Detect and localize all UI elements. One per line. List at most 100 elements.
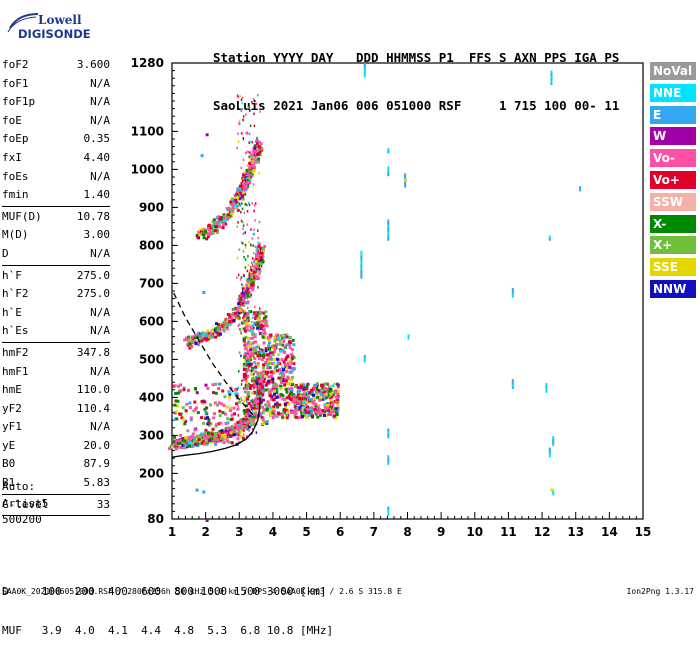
echo-point xyxy=(246,319,250,323)
echo-point xyxy=(255,381,259,385)
echo-point xyxy=(254,403,256,407)
echo-point xyxy=(318,398,322,402)
echo-point xyxy=(303,392,307,396)
echo-point xyxy=(240,331,242,335)
echo-point xyxy=(247,178,251,182)
echo-point xyxy=(256,275,260,279)
echo-point xyxy=(316,406,320,410)
echo-point xyxy=(262,341,266,345)
echo-point xyxy=(242,182,246,186)
echo-point xyxy=(189,416,193,420)
echo-point xyxy=(290,361,294,365)
echo-point xyxy=(184,338,188,342)
echo-point xyxy=(236,433,239,437)
echo-point xyxy=(262,353,266,357)
echo-point xyxy=(226,217,230,221)
param-name: foEp xyxy=(2,132,29,146)
echo-point xyxy=(550,82,553,85)
echo-point xyxy=(249,109,251,112)
echo-point xyxy=(230,320,234,324)
echo-point xyxy=(249,273,253,277)
echo-point xyxy=(248,412,252,416)
echo-point xyxy=(245,357,247,360)
echo-point xyxy=(246,415,248,419)
echo-point xyxy=(511,386,514,389)
echo-point xyxy=(222,216,226,220)
echo-point xyxy=(206,386,210,390)
echo-point xyxy=(245,423,249,427)
echo-point xyxy=(272,358,276,362)
echo-point xyxy=(203,228,207,232)
echo-point xyxy=(255,158,258,162)
echo-point xyxy=(216,328,220,332)
echo-point xyxy=(249,181,251,184)
echo-point xyxy=(290,386,294,390)
echo-point xyxy=(227,433,231,437)
echo-point xyxy=(251,348,255,352)
echo-point xyxy=(221,226,225,230)
echo-point xyxy=(234,204,238,208)
echo-point xyxy=(285,396,289,400)
echo-point xyxy=(215,322,219,326)
echo-point xyxy=(242,433,245,436)
echo-point xyxy=(306,382,310,386)
echo-point xyxy=(243,274,245,278)
echo-point xyxy=(258,329,260,332)
echo-point xyxy=(244,172,248,176)
echo-point xyxy=(257,267,261,271)
echo-point xyxy=(211,427,215,431)
echo-point xyxy=(179,433,183,437)
echo-point xyxy=(242,387,245,390)
echo-point xyxy=(230,441,234,445)
param-name: h`E xyxy=(2,305,22,319)
echo-point xyxy=(244,396,248,400)
echo-point xyxy=(282,360,286,364)
param-name: foE xyxy=(2,113,22,127)
echo-point xyxy=(212,439,216,443)
param-row-hf2: h`F2 275.0 xyxy=(2,285,110,304)
echo-point xyxy=(257,357,261,361)
echo-point xyxy=(243,304,245,307)
echo-point xyxy=(243,329,247,333)
echo-point xyxy=(247,185,250,188)
echo-point xyxy=(256,371,260,375)
echo-point xyxy=(256,159,260,163)
param-separator xyxy=(2,493,110,495)
x-tick-label: 9 xyxy=(437,525,445,539)
echo-point xyxy=(304,410,308,414)
echo-point xyxy=(237,422,241,426)
echo-point xyxy=(303,408,307,412)
param-row-yf1: yF1 N/A xyxy=(2,418,110,437)
echo-point xyxy=(213,229,217,233)
echo-point xyxy=(229,208,233,212)
param-value: 0.35 xyxy=(83,132,111,146)
echo-point xyxy=(242,420,244,423)
param-name: hmF2 xyxy=(2,345,29,359)
echo-point xyxy=(206,235,210,239)
echo-point xyxy=(299,382,303,386)
echo-point xyxy=(318,411,322,415)
echo-point xyxy=(387,219,390,223)
echo-point xyxy=(254,382,256,386)
echo-point xyxy=(308,391,312,395)
echo-point xyxy=(212,416,216,420)
echo-point xyxy=(284,405,288,409)
echo-point xyxy=(336,396,340,400)
echo-point xyxy=(221,322,225,326)
echo-point xyxy=(193,387,197,391)
echo-point xyxy=(252,311,256,315)
echo-point xyxy=(249,362,253,366)
echo-point xyxy=(307,413,311,417)
echo-point xyxy=(278,362,282,366)
param-value: N/A xyxy=(90,324,110,338)
echo-point xyxy=(244,412,248,416)
echo-point xyxy=(261,411,265,415)
echo-point xyxy=(256,362,260,366)
echo-point xyxy=(262,379,266,383)
echo-point xyxy=(272,405,276,409)
echo-point xyxy=(261,249,265,253)
param-name: foF1p xyxy=(2,95,36,109)
echo-point xyxy=(290,395,294,399)
echo-point xyxy=(241,283,243,286)
echo-point xyxy=(240,429,244,433)
